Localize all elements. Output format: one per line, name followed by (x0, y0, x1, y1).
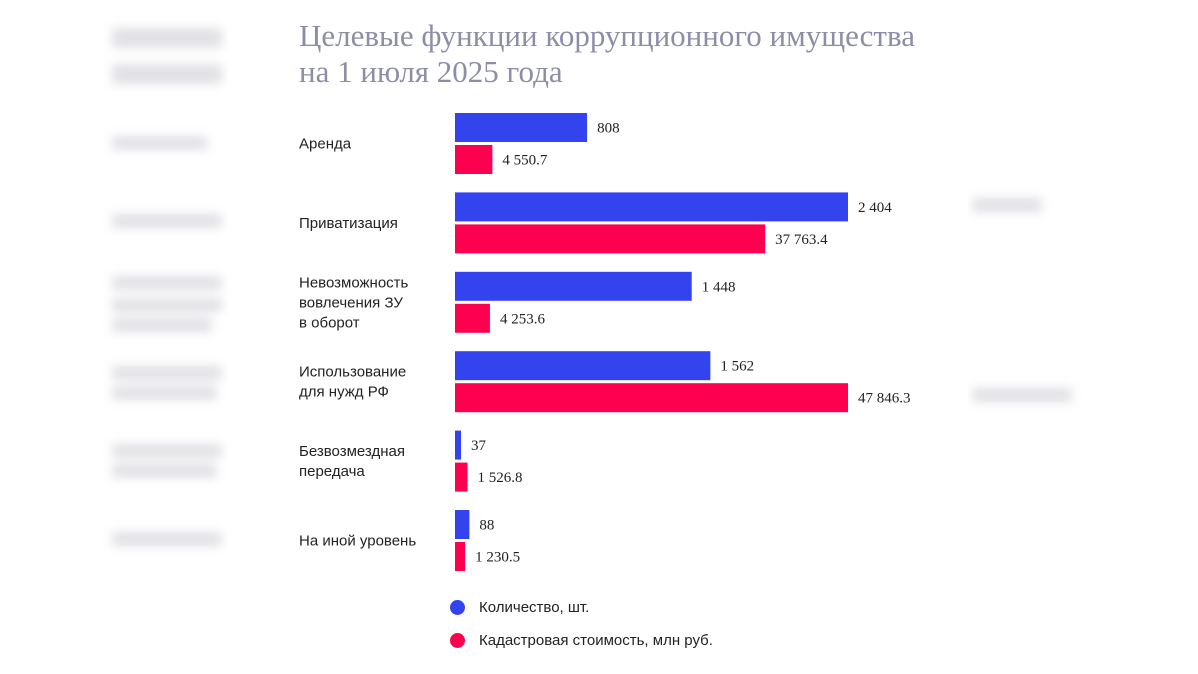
category-label-line: На иной уровень (299, 533, 416, 550)
data-label-count: 88 (479, 518, 494, 534)
category-label: Использование для нужд РФ (299, 364, 406, 401)
data-label-count: 1 448 (702, 279, 736, 295)
bar-count (455, 351, 711, 381)
data-label-value: 4 550.7 (502, 153, 548, 169)
category-label: На иной уровень (299, 533, 416, 550)
category-label-line: Использование (299, 364, 406, 381)
legend-label-value: Кадастровая стоимость, млн руб. (479, 631, 713, 649)
bar-count (455, 430, 462, 460)
category-label: Приватизация (299, 215, 398, 232)
data-label-value: 1 526.8 (478, 470, 523, 486)
chart-legend: Количество, шт. Кадастровая стоимость, м… (450, 596, 713, 662)
legend-item-count: Количество, шт. (450, 596, 713, 618)
legend-item-value: Кадастровая стоимость, млн руб. (450, 629, 713, 651)
bar-chart: Аренда 808 4 550.7 Приватизация 2 404 37 763.… (299, 113, 911, 571)
data-label-count: 1 562 (720, 359, 754, 375)
bar-value (455, 542, 466, 571)
data-label-value: 47 846.3 (858, 391, 911, 407)
data-label-count: 37 (471, 438, 487, 454)
bar-value (455, 224, 766, 254)
data-label-value: 4 253.6 (500, 311, 546, 327)
category-label-line: в оборот (299, 314, 360, 331)
legend-label-count: Количество, шт. (479, 598, 590, 616)
data-label-value: 37 763.4 (775, 232, 828, 248)
category-label: Аренда (299, 136, 352, 153)
data-label-count: 2 404 (858, 200, 892, 216)
bar-count (455, 113, 588, 142)
category-label-line: Невозможность (299, 274, 409, 291)
data-label-count: 808 (597, 121, 620, 137)
category-label: Безвозмездная передача (299, 443, 405, 480)
legend-swatch-count (450, 599, 465, 615)
bar-value (455, 462, 468, 492)
bar-count (455, 510, 470, 539)
bar-count (455, 271, 692, 301)
category-label-line: Приватизация (299, 215, 398, 232)
chart-card: Целевые функции коррупционного имущества… (228, 0, 968, 674)
bar-count (455, 192, 848, 222)
bar-value (455, 303, 490, 333)
category-label-line: Аренда (299, 136, 352, 153)
category-label-line: вовлечения ЗУ (299, 294, 403, 311)
bar-value (455, 145, 493, 174)
bar-value (455, 383, 848, 413)
category-label-line: Безвозмездная (299, 443, 405, 460)
chart-title: Целевые функции коррупционного имущества… (299, 18, 915, 89)
category-label-line: передача (299, 463, 365, 480)
category-label-line: для нужд РФ (299, 384, 389, 401)
category-label: Невозможность вовлечения ЗУ в оборот (299, 274, 409, 331)
data-label-value: 1 230.5 (475, 550, 520, 566)
legend-swatch-value (450, 632, 465, 648)
